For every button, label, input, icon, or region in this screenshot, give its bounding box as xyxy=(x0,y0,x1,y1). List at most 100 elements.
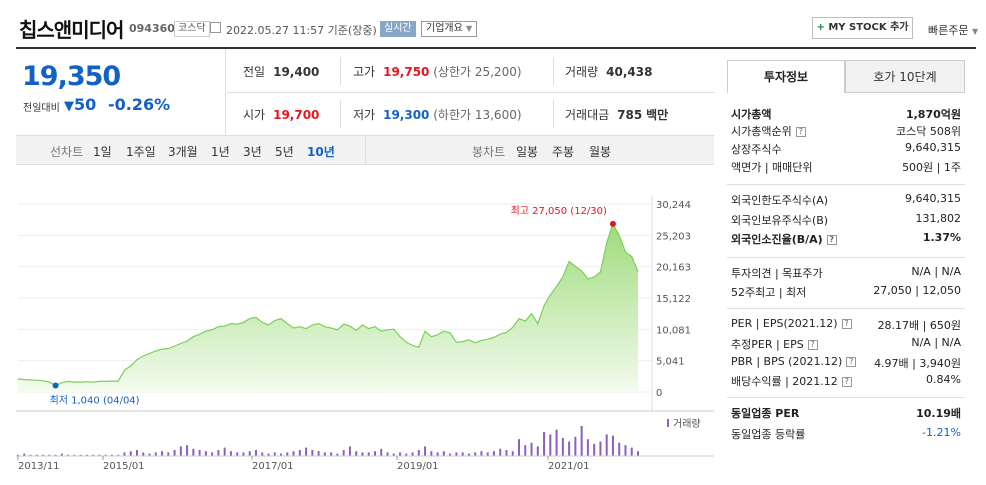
volume-bar xyxy=(42,454,45,456)
chevron-down-icon: ▼ xyxy=(466,24,473,33)
grid-divider xyxy=(553,100,554,128)
x-tick-label: 2017/01 xyxy=(252,461,294,472)
volume-bar xyxy=(267,453,270,456)
price-line xyxy=(17,222,639,387)
volume-bar xyxy=(605,434,608,456)
volume-bar xyxy=(211,452,214,456)
prev-close-label: 전일 xyxy=(243,65,266,79)
period-1w[interactable]: 1주일 xyxy=(126,145,156,159)
volume-bar xyxy=(405,453,408,456)
tab-order-book[interactable]: 호가 10단계 xyxy=(845,60,965,93)
volume-bar xyxy=(417,450,420,456)
help-icon[interactable]: ? xyxy=(807,340,818,350)
candle-daily[interactable]: 일봉 xyxy=(516,145,539,159)
volume-bar xyxy=(129,451,132,456)
volume-bar xyxy=(467,453,470,456)
volume-bar xyxy=(142,452,145,456)
volume-bar xyxy=(399,452,402,456)
tab-investment-info[interactable]: 투자정보 xyxy=(727,60,845,93)
volume-bar xyxy=(455,452,458,456)
period-3m[interactable]: 3개월 xyxy=(168,145,198,159)
info-key: 외국인소진율(B/A)? xyxy=(731,231,837,247)
volume-bar xyxy=(198,450,201,456)
volume-bar xyxy=(298,450,301,456)
volume-bar xyxy=(186,445,189,456)
volume-bar xyxy=(474,452,477,456)
volume-bar xyxy=(361,452,364,456)
info-row: 투자의견 | 목표주가 N/A | N/A xyxy=(731,265,961,281)
company-overview-dropdown[interactable]: 기업개요 ▼ xyxy=(421,21,478,37)
my-stock-button[interactable]: + MY STOCK 추가 xyxy=(812,17,913,39)
volume-bar xyxy=(480,451,483,456)
low-price: 저가 19,300 (하한가 13,600) xyxy=(353,106,522,123)
volume-bar xyxy=(624,445,627,456)
x-tick-label: 2015/01 xyxy=(103,461,145,472)
grid-divider xyxy=(553,57,554,85)
help-icon[interactable]: ? xyxy=(846,357,857,367)
volume-value: 40,438 xyxy=(606,65,653,79)
info-value: 28.17배 | 650원 xyxy=(877,319,961,332)
volume-bar xyxy=(599,441,602,456)
volume-bar xyxy=(524,445,527,456)
volume-bar xyxy=(342,450,345,456)
grid-divider xyxy=(340,57,341,85)
info-row: 52주최고 | 최저 27,050 | 12,050 xyxy=(731,284,961,300)
info-key: 배당수익률 | 2021.12? xyxy=(731,373,852,389)
info-value: 500원 | 1주 xyxy=(902,161,961,174)
volume-bar xyxy=(54,454,57,456)
amount-unit: 백만 xyxy=(646,108,669,122)
info-row: 시가총액순위? 코스닥 508위 xyxy=(731,123,961,139)
volume-bar xyxy=(35,454,38,456)
period-3y[interactable]: 3년 xyxy=(243,145,262,159)
prev-close-value: 19,400 xyxy=(273,65,320,79)
volume-bar xyxy=(380,448,383,456)
volume-bar xyxy=(543,432,546,456)
info-key: 투자의견 | 목표주가 xyxy=(731,267,823,280)
info-row: PER | EPS(2021.12)? 28.17배 | 650원 xyxy=(731,317,961,333)
volume-bar xyxy=(330,452,333,456)
help-icon[interactable]: ? xyxy=(841,319,852,329)
help-icon[interactable]: ? xyxy=(826,235,837,245)
info-value: 9,640,315 xyxy=(905,192,961,205)
candle-monthly[interactable]: 월봉 xyxy=(589,145,612,159)
volume-bar xyxy=(117,454,120,456)
help-icon[interactable]: ? xyxy=(841,377,852,387)
open-value: 19,700 xyxy=(273,108,320,122)
volume-bar xyxy=(223,447,226,456)
price-area xyxy=(18,223,638,392)
volume-bar xyxy=(505,450,508,456)
info-row: 동일업종 등락률 -1.21% xyxy=(731,426,961,442)
volume-bar xyxy=(449,453,452,456)
period-selector: 선차트 1일 1주일 3개월 1년 3년 5년 10년 봉차트 일봉 주봉 월봉 xyxy=(16,135,714,165)
info-key: 추정PER | EPS? xyxy=(731,336,818,352)
info-key: PER | EPS(2021.12)? xyxy=(731,317,852,330)
info-key: 시가총액 xyxy=(731,108,772,121)
calendar-icon xyxy=(210,22,221,33)
price-chart[interactable]: 30,244 25,203 20,163 15,122 10,081 5,041 0 최고 2… xyxy=(16,166,714,485)
panel-divider xyxy=(727,308,965,309)
period-1d[interactable]: 1일 xyxy=(93,145,112,159)
info-value: 27,050 | 12,050 xyxy=(873,284,961,297)
volume-bar xyxy=(242,452,245,456)
info-key: 동일업종 등락률 xyxy=(731,428,806,441)
quick-order-button[interactable]: 빠른주문 ▼ xyxy=(928,22,978,38)
price-summary: 19,350 전일대비 ▼50 -0.26% xyxy=(16,49,226,135)
info-row: 시가총액 1,870억원 xyxy=(731,106,961,122)
info-row: 추정PER | EPS? N/A | N/A xyxy=(731,336,961,352)
min-label: 최저 1,040 (04/04) xyxy=(50,395,140,407)
plus-icon: + xyxy=(816,22,825,33)
quote-datetime: 2022.05.27 11:57 기준(장중) xyxy=(226,24,377,37)
volume-label: 거래량 xyxy=(565,65,599,79)
period-10y[interactable]: 10년 xyxy=(307,145,335,159)
candle-weekly[interactable]: 주봉 xyxy=(552,145,575,159)
realtime-button[interactable]: 실시간 xyxy=(380,21,416,37)
volume-bar xyxy=(411,452,414,456)
info-key: 상장주식수 xyxy=(731,143,782,156)
volume-legend-label: 거래량 xyxy=(673,418,701,430)
period-1y[interactable]: 1년 xyxy=(211,145,230,159)
volume-bar xyxy=(424,446,427,456)
help-icon[interactable]: ? xyxy=(795,127,806,137)
period-5y[interactable]: 5년 xyxy=(275,145,294,159)
volume-bar xyxy=(305,447,308,456)
high-label: 고가 xyxy=(353,65,376,79)
